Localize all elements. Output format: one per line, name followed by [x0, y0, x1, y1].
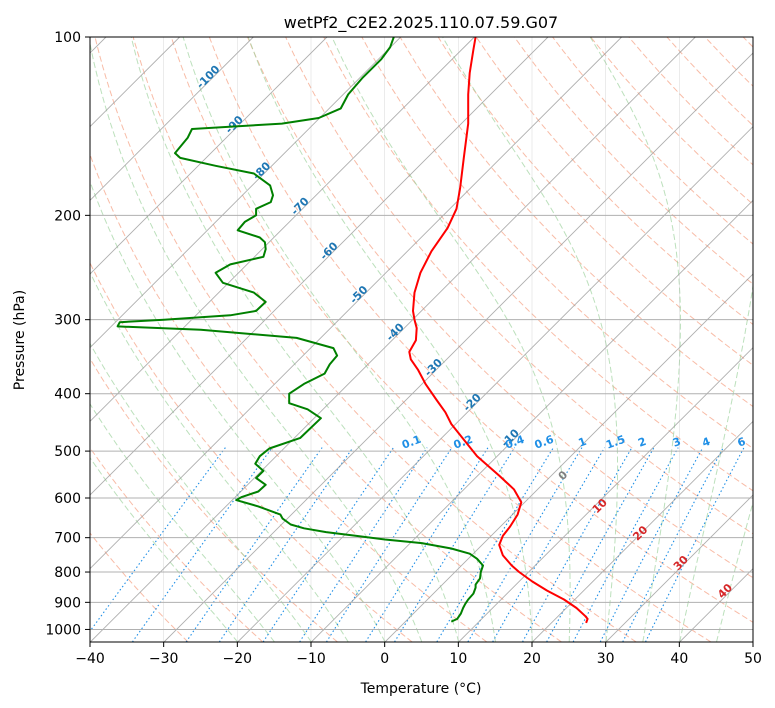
isotherm [384, 273, 753, 642]
y-tick-label: 500 [54, 444, 81, 460]
x-axis: −40 −30 −20 −10 0 10 20 30 40 50 [75, 642, 762, 667]
dry-adiabat [399, 37, 753, 408]
mixing-ratio-line [325, 447, 453, 642]
x-tick-label: 10 [449, 651, 467, 667]
dry-adiabat [90, 532, 189, 642]
mixing-ratio-line [572, 447, 679, 642]
y-tick-label: 1000 [45, 622, 81, 638]
moist-adiabat [247, 37, 533, 642]
dry-adiabat [246, 37, 753, 579]
dry-adiabat [208, 37, 753, 623]
y-tick-label: 200 [54, 208, 81, 224]
x-tick-label: 50 [744, 651, 762, 667]
mixing-ratio-line [645, 447, 745, 642]
mixing-ratio-label: 1 [577, 435, 589, 450]
x-tick-label: 30 [597, 651, 615, 667]
mixing-ratio-line [599, 447, 704, 642]
isotherm [90, 37, 622, 570]
mixing-ratio-label: 1.5 [604, 433, 627, 452]
isotherm [90, 37, 401, 349]
x-tick-label: −10 [296, 651, 326, 667]
isotherm [237, 126, 753, 642]
y-axis-label: Pressure (hPa) [12, 290, 28, 390]
x-tick-label: 20 [523, 651, 541, 667]
mixing-ratio-line [522, 447, 633, 642]
chart-title: wetPf2_C2E2.2025.110.07.59.G07 [284, 13, 558, 33]
dry-adiabat [590, 37, 753, 205]
x-tick-label: 0 [380, 651, 389, 667]
moist-adiabat [679, 282, 753, 642]
profile-lines [116, 37, 589, 624]
plot-frame [89, 36, 754, 643]
mixing-ratio-label: 0.4 [503, 433, 526, 452]
dry-adiabat [90, 153, 488, 642]
moist-adiabat [90, 342, 312, 642]
moist-adiabat [331, 37, 571, 642]
mixing-ratio-line [262, 447, 394, 642]
mixing-ratio-label: 2 [636, 435, 648, 450]
isotherm [90, 37, 696, 642]
y-tick-label: 400 [54, 387, 81, 403]
moist-adiabat [90, 456, 239, 642]
y-tick-label: 700 [54, 531, 81, 547]
isotherm [605, 494, 753, 642]
mixing-ratio-line [436, 447, 554, 642]
x-tick-label: −20 [223, 651, 253, 667]
isotherm [532, 420, 753, 642]
moist-adiabat [90, 403, 275, 642]
isotherm [90, 37, 475, 422]
x-tick-label: 40 [670, 651, 688, 667]
mixing-ratio-label: 3 [671, 435, 683, 450]
y-axis: 100 200 300 400 500 600 700 800 900 1000 [45, 30, 90, 638]
mixing-ratio-line [467, 447, 583, 642]
mixing-ratio-line [90, 447, 226, 633]
moist-adiabat [130, 37, 460, 642]
x-axis-label: Temperature (°C) [360, 681, 482, 697]
dry-adiabat [437, 37, 753, 366]
isotherm [458, 347, 753, 642]
isotherm [163, 52, 753, 642]
mixing-ratio-label: 4 [700, 435, 712, 450]
mixing-ratio-label: 6 [736, 435, 748, 450]
y-tick-label: 600 [54, 491, 81, 507]
y-tick-label: 100 [54, 30, 81, 46]
dry-adiabat [513, 37, 753, 285]
moist-adiabat [90, 180, 386, 642]
y-tick-label: 900 [54, 595, 81, 611]
isotherm [90, 37, 328, 275]
moist-adiabat [90, 41, 423, 642]
dry-adiabat [475, 37, 753, 326]
background-lines [90, 37, 753, 642]
mixing-ratio-line [492, 447, 606, 642]
dry-adiabat [551, 37, 753, 245]
mixing-ratio-line [218, 447, 354, 642]
x-tick-label: −40 [75, 651, 105, 667]
dry-adiabat [285, 37, 753, 535]
dewpoint-profile-line [116, 37, 484, 623]
moist-adiabat [442, 37, 619, 642]
y-tick-label: 300 [54, 313, 81, 329]
isotherm [90, 37, 549, 496]
isotherm [90, 37, 254, 201]
dry-adiabat [90, 261, 413, 642]
temperature-profile-line [408, 37, 589, 624]
x-tick-label: −30 [149, 651, 179, 667]
moist-adiabat [589, 37, 682, 642]
dry-adiabat [628, 37, 753, 166]
mixing-ratio-label: 0.6 [533, 433, 556, 452]
mixing-ratio-line [546, 447, 655, 642]
dry-adiabat [90, 357, 338, 642]
moist-adiabat [90, 271, 349, 642]
y-tick-label: 800 [54, 565, 81, 581]
mixing-ratio-label: 0.1 [400, 433, 423, 452]
